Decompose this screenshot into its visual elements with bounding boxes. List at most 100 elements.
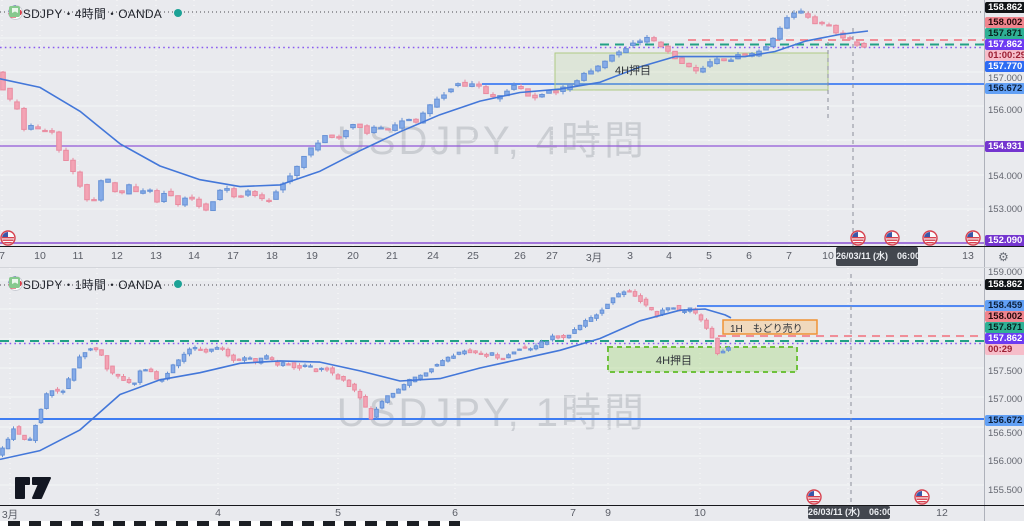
economic-event-flag-icon[interactable] xyxy=(806,489,822,505)
candle-up xyxy=(192,347,198,350)
price-label-purple: 157.862 xyxy=(985,38,1024,50)
moving-average-line[interactable] xyxy=(0,308,732,461)
candle-up xyxy=(616,51,622,56)
price-label-pink: 158.002 xyxy=(985,310,1024,322)
candle-down xyxy=(7,87,13,100)
candle-up xyxy=(434,364,440,367)
crosshair-date-label: 26/03/11 (水) 06:00 xyxy=(808,506,890,519)
time-tick-label: 19 xyxy=(306,250,318,262)
time-tick-label: 14 xyxy=(188,250,200,262)
time-tick-label: 27 xyxy=(546,250,558,262)
axis-settings-gear-icon[interactable]: ⚙ xyxy=(998,250,1009,264)
price-label-txt: 157.000 xyxy=(988,72,1023,84)
tradingview-logo[interactable] xyxy=(14,476,52,505)
candle-up xyxy=(315,142,321,151)
time-tick-label: 26 xyxy=(514,250,526,262)
annotation-label[interactable]: 4H押目 xyxy=(656,355,693,367)
price-label-black: 158.862 xyxy=(985,278,1024,290)
alert-dot-icon[interactable] xyxy=(173,280,182,288)
time-axis-4h[interactable]: 7 10 11 12 13 14 17 18 19 20 21 24 25 26 27 3月 3 4 5 6 7 10 13… xyxy=(0,246,984,268)
candle-up xyxy=(88,348,93,351)
candle-up xyxy=(396,388,401,394)
chart-panel-4h[interactable]: USDJPY, 4時間 USDJPY・4時間・OANDA 4H押目 xyxy=(0,0,984,246)
candle-down xyxy=(484,353,489,357)
candle-down xyxy=(104,355,110,370)
legend-1h[interactable]: USDJPY・1時間・OANDA xyxy=(8,276,182,292)
annotation-box[interactable] xyxy=(722,319,818,335)
economic-event-flag-icon[interactable] xyxy=(914,489,930,505)
candle-up xyxy=(374,408,379,418)
price-label-txt: 159.000 xyxy=(988,266,1023,278)
candle-down xyxy=(324,367,330,371)
annotation-label[interactable]: 1H もどり売り xyxy=(730,324,803,335)
candle-up xyxy=(707,61,713,67)
annotation-box[interactable] xyxy=(554,52,829,91)
candle-down xyxy=(473,350,478,354)
time-tick-label: 5 xyxy=(706,250,712,262)
price-label-txt: 154.000 xyxy=(988,170,1023,182)
candle-up xyxy=(0,447,5,456)
time-tick-label: 4 xyxy=(666,250,672,262)
candle-up xyxy=(462,350,467,355)
candle-down xyxy=(269,357,275,360)
candle-down xyxy=(70,159,76,172)
candle-up xyxy=(273,191,279,200)
chart-plot-4h[interactable] xyxy=(0,0,984,246)
economic-event-flag-icon[interactable] xyxy=(922,230,938,246)
candle-up xyxy=(451,355,456,359)
candle-down xyxy=(14,101,20,110)
candle-up xyxy=(700,67,706,73)
price-label-black: 158.862 xyxy=(985,1,1024,13)
candle-down xyxy=(77,171,83,187)
candle-down xyxy=(259,194,265,200)
candle-down xyxy=(99,349,104,356)
candle-up xyxy=(390,392,396,398)
economic-event-flag-icon[interactable] xyxy=(0,230,16,246)
candle-up xyxy=(399,120,405,129)
candle-up xyxy=(456,351,462,355)
candle-down xyxy=(658,41,664,47)
candle-down xyxy=(490,94,496,98)
candle-down xyxy=(330,367,335,374)
candle-up xyxy=(294,165,300,176)
candle-down xyxy=(133,186,139,193)
annotation-label[interactable]: 4H押目 xyxy=(615,65,652,77)
price-axis[interactable]: 158.862 158.002 157.871 157.862 01:00:29 157.… xyxy=(984,0,1024,521)
moving-average-line[interactable] xyxy=(0,30,869,188)
legend-title-1h[interactable]: USDJPY・1時間・OANDA xyxy=(14,277,162,292)
candle-up xyxy=(181,353,187,362)
candle-down xyxy=(126,378,132,383)
candle-down xyxy=(483,86,489,95)
legend-title-4h[interactable]: USDJPY・4時間・OANDA xyxy=(14,6,162,21)
economic-event-flag-icon[interactable] xyxy=(965,230,981,246)
time-tick-label: 10 xyxy=(694,507,706,519)
candle-down xyxy=(693,66,699,72)
time-tick-label: 6 xyxy=(452,507,458,519)
chart-panel-1h[interactable]: USDJPY, 1時間 USDJPY・1時間・OANDA 4H押目 1H もどり売… xyxy=(0,268,984,505)
time-tick-label: 3 xyxy=(94,507,100,519)
candle-down xyxy=(313,368,319,373)
candle-up xyxy=(60,390,66,393)
chart-plot-1h[interactable] xyxy=(0,268,984,505)
annotation-box[interactable] xyxy=(607,346,798,373)
legend-4h[interactable]: USDJPY・4時間・OANDA xyxy=(8,5,182,21)
candle-down xyxy=(357,390,363,399)
time-axis-1h[interactable]: 3月 3 4 5 6 7 9 10 12 26/03/11 (水) 06:00 xyxy=(0,505,984,521)
price-label-teal: 157.871 xyxy=(985,321,1024,333)
candle-up xyxy=(605,303,610,310)
time-tick-label: 24 xyxy=(427,250,439,262)
economic-event-flag-icon[interactable] xyxy=(850,230,866,246)
candle-up xyxy=(242,357,247,361)
candle-up xyxy=(448,88,454,93)
alert-dot-icon[interactable] xyxy=(173,9,182,17)
candle-up xyxy=(539,94,545,98)
candle-down xyxy=(413,118,419,123)
pane-separator xyxy=(0,246,1024,247)
price-label-teal: 157.871 xyxy=(985,27,1024,39)
candle-up xyxy=(594,314,599,319)
candle-up xyxy=(665,307,671,311)
candle-down xyxy=(21,107,27,130)
economic-event-flag-icon[interactable] xyxy=(884,230,900,246)
grid-lines xyxy=(0,0,984,246)
candle-down xyxy=(196,198,202,207)
